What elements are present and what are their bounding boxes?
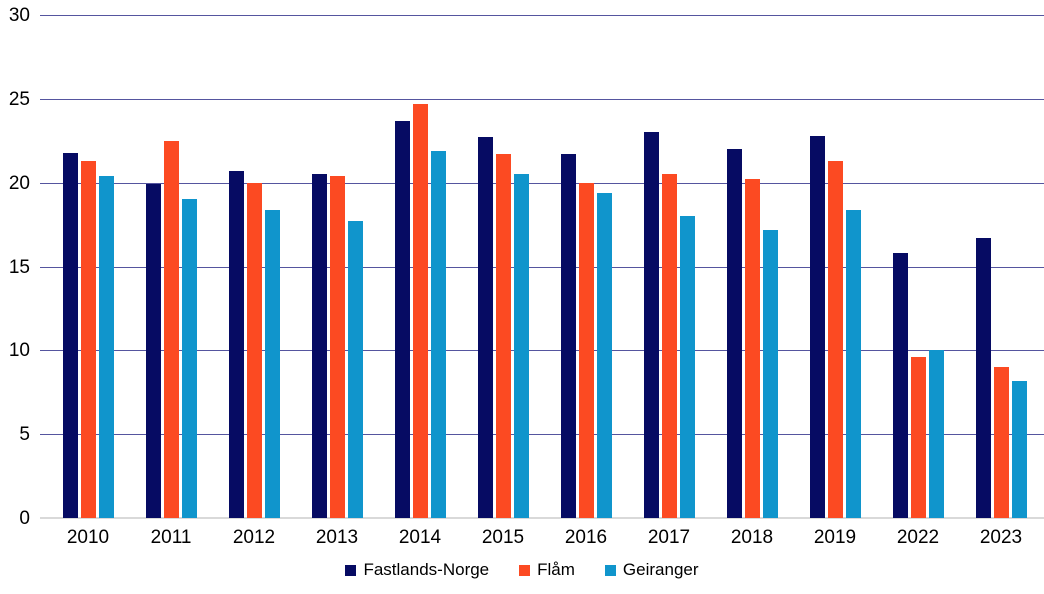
bar-geiranger-2022 — [928, 350, 944, 518]
x-tick-label: 2013 — [315, 527, 359, 548]
gridline — [40, 266, 1044, 268]
x-tick-label: 2015 — [481, 527, 525, 548]
legend-label: Fastlands-Norge — [363, 560, 490, 579]
x-tick-label: 2011 — [150, 527, 192, 548]
y-tick-label: 20 — [8, 172, 30, 194]
x-axis-line — [40, 517, 1044, 519]
x-tick-label: 2014 — [398, 527, 442, 548]
bar-geiranger-2012 — [264, 209, 280, 518]
x-tick-label: 2016 — [564, 527, 608, 548]
bar-fl-m-2012 — [246, 182, 262, 518]
bar-fl-m-2014 — [412, 103, 428, 518]
legend: Fastlands-Norge Flåm Geiranger — [0, 560, 1044, 580]
legend-swatch-icon — [604, 564, 616, 576]
bar-fastlands-norge-2018 — [726, 149, 742, 518]
gridline — [40, 182, 1044, 184]
bar-fastlands-norge-2015 — [477, 137, 493, 518]
bar-fl-m-2015 — [495, 154, 511, 518]
gridline — [40, 350, 1044, 352]
bar-fl-m-2013 — [329, 175, 345, 518]
plot-area — [40, 15, 1044, 519]
gridline — [40, 434, 1044, 436]
bar-geiranger-2011 — [181, 199, 197, 518]
bar-fl-m-2023 — [993, 367, 1009, 518]
gridline — [40, 98, 1044, 100]
y-tick-label: 15 — [8, 256, 30, 278]
x-tick-label: 2010 — [66, 527, 110, 548]
x-tick-label: 2022 — [896, 527, 940, 548]
bar-fl-m-2016 — [578, 182, 594, 518]
y-tick-label: 30 — [8, 5, 30, 26]
legend-item-fl-m: Flåm — [519, 560, 575, 580]
legend-item-fastlands-norge: Fastlands-Norge — [345, 560, 489, 580]
bar-geiranger-2023 — [1011, 380, 1027, 518]
legend-label: Flåm — [537, 560, 575, 579]
legend-item-geiranger: Geiranger — [604, 560, 699, 580]
bar-fastlands-norge-2012 — [228, 170, 244, 518]
bar-geiranger-2010 — [98, 175, 114, 518]
y-tick-label: 10 — [8, 340, 30, 362]
bar-fastlands-norge-2010 — [62, 152, 78, 518]
bar-fl-m-2019 — [827, 160, 843, 518]
x-tick-label: 2018 — [730, 527, 774, 548]
x-tick-label: 2023 — [979, 527, 1023, 548]
legend-swatch-icon — [345, 564, 357, 576]
gridline — [40, 15, 1044, 16]
y-tick-label: 0 — [19, 508, 30, 529]
bar-fastlands-norge-2013 — [311, 174, 327, 518]
y-tick-label: 25 — [8, 88, 30, 110]
bar-fastlands-norge-2017 — [643, 132, 659, 518]
y-tick-label: 5 — [19, 424, 30, 446]
bar-fastlands-norge-2023 — [975, 238, 991, 518]
legend-swatch-icon — [519, 564, 531, 576]
bar-geiranger-2014 — [430, 150, 446, 518]
x-tick-label: 2017 — [647, 527, 691, 548]
bar-geiranger-2016 — [596, 192, 612, 518]
x-tick-label: 2012 — [232, 527, 276, 548]
bar-geiranger-2013 — [347, 221, 363, 518]
bar-fastlands-norge-2016 — [560, 154, 576, 518]
bar-fl-m-2010 — [80, 160, 96, 518]
bar-fastlands-norge-2019 — [809, 135, 825, 518]
bar-fastlands-norge-2011 — [145, 184, 161, 518]
bar-geiranger-2015 — [513, 174, 529, 518]
bar-fl-m-2022 — [910, 357, 926, 518]
legend-label: Geiranger — [622, 560, 699, 579]
bar-fl-m-2011 — [163, 140, 179, 518]
bar-fastlands-norge-2022 — [892, 253, 908, 518]
bar-geiranger-2018 — [762, 229, 778, 518]
bar-geiranger-2017 — [679, 216, 695, 518]
bar-geiranger-2019 — [845, 209, 861, 518]
bar-fl-m-2017 — [661, 174, 677, 518]
bar-fl-m-2018 — [744, 179, 760, 518]
x-tick-label: 2019 — [813, 527, 857, 548]
bar-fastlands-norge-2014 — [394, 120, 410, 518]
